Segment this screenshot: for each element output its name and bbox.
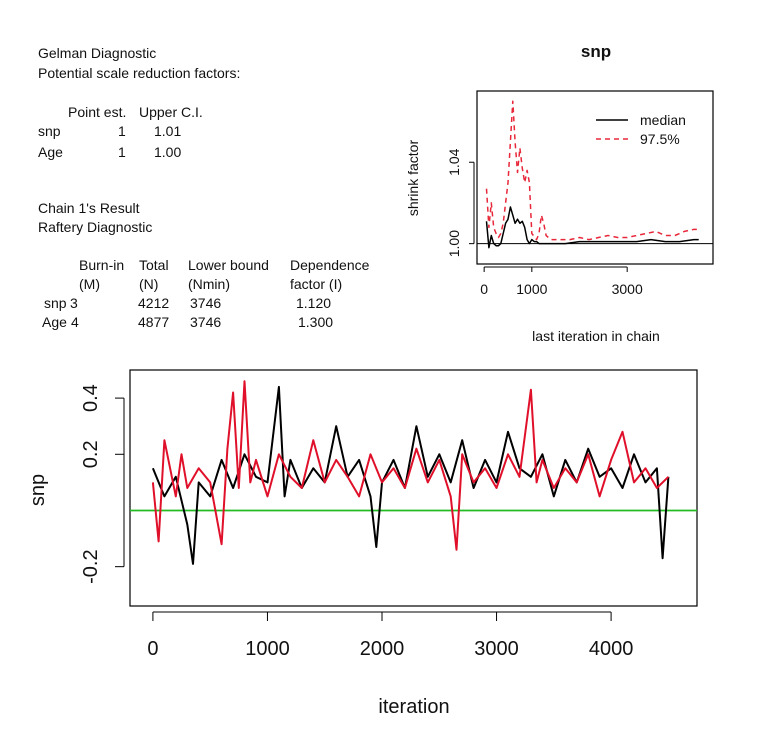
- shrink-series-line: [485, 100, 699, 241]
- shrink-y-tick-label: 1.04: [446, 148, 462, 175]
- trace-x-tick-label: 1000: [245, 638, 290, 660]
- raftery-header-lower-unit: (Nmin): [188, 276, 230, 292]
- raftery-row-name: Age: [42, 314, 67, 330]
- trace-series-line: [151, 380, 670, 551]
- raftery-row-total: 4212: [138, 295, 170, 311]
- raftery-row-total: 4877: [138, 314, 170, 330]
- shrink-series-line: [485, 206, 699, 249]
- raftery-row-lower: 3746: [190, 295, 222, 311]
- raftery-header-total-unit: (N): [139, 276, 159, 292]
- raftery-header-dep-unit: factor (I): [290, 276, 343, 292]
- trace-y-tick-label: -0.2: [80, 549, 102, 583]
- gelman-header-point: Point est.: [68, 104, 127, 120]
- shrink-y-tick-label: 1.00: [446, 230, 462, 257]
- shrink-chart-xlabel: last iteration in chain: [532, 328, 660, 344]
- gelman-row-upper: 1.00: [154, 144, 182, 160]
- raftery-row-dep: 1.300: [298, 314, 334, 330]
- gelman-row-point: 1: [118, 144, 126, 160]
- raftery-header-burn: Burn-in: [79, 257, 125, 273]
- legend-median-label: median: [640, 112, 686, 128]
- trace-x-tick-label: 2000: [360, 638, 405, 660]
- raftery-row-burn: 3: [70, 295, 78, 311]
- gelman-header-upper: Upper C.I.: [139, 104, 203, 120]
- trace-x-tick-label: 3000: [474, 638, 519, 660]
- shrink-chart-legend: median 97.5%: [596, 112, 686, 147]
- trace-chart-xlabel: iteration: [378, 696, 449, 718]
- gelman-title: Gelman Diagnostic: [38, 45, 157, 61]
- gelman-row-name: snp: [38, 123, 61, 139]
- trace-y-tick-label: 0.4: [80, 384, 102, 412]
- raftery-header-total: Total: [139, 257, 169, 273]
- raftery-table: Burn-in (M) Total (N) Lower bound (Nmin)…: [40, 256, 390, 336]
- shrink-x-tick-label: 0: [480, 281, 488, 297]
- gelman-row-point: 1: [118, 123, 126, 139]
- gelman-table: Point est. Upper C.I. snp 1 1.01 Age 1 1…: [38, 103, 238, 163]
- shrink-x-tick-label: 1000: [516, 281, 547, 297]
- shrink-plot-frame: [476, 90, 714, 265]
- legend-upper-label: 97.5%: [640, 131, 680, 147]
- gelman-row-upper: 1.01: [154, 123, 182, 139]
- trace-x-tick-label: 4000: [589, 638, 634, 660]
- trace-chart-ylabel: snp: [27, 474, 49, 506]
- raftery-row-dep: 1.120: [296, 295, 332, 311]
- raftery-chain-title: Chain 1's Result: [38, 200, 140, 216]
- gelman-subtitle: Potential scale reduction factors:: [38, 65, 241, 81]
- gelman-row-name: Age: [38, 144, 63, 160]
- raftery-row-name: snp: [44, 295, 67, 311]
- raftery-header-lower: Lower bound: [188, 257, 269, 273]
- raftery-row-lower: 3746: [190, 314, 222, 330]
- raftery-title: Raftery Diagnostic: [38, 219, 153, 235]
- shrink-x-tick-label: 3000: [612, 281, 643, 297]
- shrink-chart-title: snp: [581, 42, 611, 61]
- trace-plot-frame: [129, 369, 698, 607]
- trace-series-line: [151, 385, 670, 565]
- shrink-chart-ylabel: shrink factor: [405, 140, 421, 217]
- raftery-header-burn-unit: (M): [79, 276, 100, 292]
- raftery-row-burn: 4: [71, 314, 79, 330]
- trace-x-tick-label: 0: [147, 638, 158, 660]
- raftery-header-dep: Dependence: [290, 257, 370, 273]
- trace-y-tick-label: 0.2: [80, 440, 102, 468]
